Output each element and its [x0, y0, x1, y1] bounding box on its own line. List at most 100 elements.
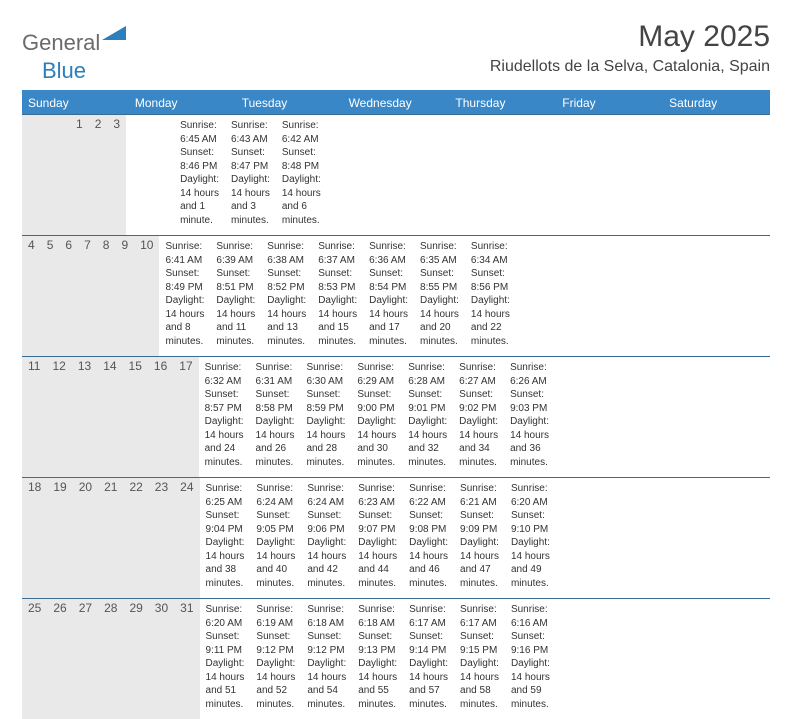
day-number: 28: [98, 599, 123, 719]
daynum-row: 25262728293031: [22, 599, 200, 719]
day-label-sun: Sunday: [22, 92, 129, 114]
day-info: Sunrise: 6:17 AM Sunset: 9:14 PM Dayligh…: [403, 599, 454, 719]
day-info: Sunrise: 6:35 AM Sunset: 8:55 PM Dayligh…: [414, 236, 465, 356]
day-info: Sunrise: 6:28 AM Sunset: 9:01 PM Dayligh…: [402, 357, 453, 477]
day-info: Sunrise: 6:36 AM Sunset: 8:54 PM Dayligh…: [363, 236, 414, 356]
info-row: Sunrise: 6:25 AM Sunset: 9:04 PM Dayligh…: [200, 478, 556, 598]
info-row: Sunrise: 6:32 AM Sunset: 8:57 PM Dayligh…: [199, 357, 555, 477]
day-number: [34, 115, 46, 235]
day-info: Sunrise: 6:32 AM Sunset: 8:57 PM Dayligh…: [199, 357, 250, 477]
month-title: May 2025: [490, 20, 770, 54]
day-number: 8: [97, 236, 116, 356]
day-info: [126, 115, 138, 235]
logo: General: [22, 26, 126, 59]
day-number: [58, 115, 70, 235]
daynum-row: 18192021222324: [22, 478, 200, 598]
day-number: 25: [22, 599, 47, 719]
day-number: [46, 115, 58, 235]
day-info: Sunrise: 6:41 AM Sunset: 8:49 PM Dayligh…: [159, 236, 210, 356]
day-info: Sunrise: 6:20 AM Sunset: 9:11 PM Dayligh…: [200, 599, 251, 719]
week-row: 18192021222324Sunrise: 6:25 AM Sunset: 9…: [22, 477, 770, 598]
logo-text-general: General: [22, 30, 100, 56]
day-label-mon: Monday: [129, 92, 236, 114]
day-number: 19: [47, 478, 72, 598]
info-row: Sunrise: 6:41 AM Sunset: 8:49 PM Dayligh…: [159, 236, 515, 356]
day-label-sat: Saturday: [663, 92, 770, 114]
day-info: Sunrise: 6:34 AM Sunset: 8:56 PM Dayligh…: [465, 236, 516, 356]
info-row: Sunrise: 6:20 AM Sunset: 9:11 PM Dayligh…: [200, 599, 556, 719]
week-row: 45678910Sunrise: 6:41 AM Sunset: 8:49 PM…: [22, 235, 770, 356]
day-info: [162, 115, 174, 235]
day-number: 6: [59, 236, 78, 356]
day-number: 31: [174, 599, 199, 719]
day-number: 18: [22, 478, 47, 598]
day-number: 12: [46, 357, 71, 477]
day-number: 17: [173, 357, 198, 477]
day-info: [150, 115, 162, 235]
day-info: Sunrise: 6:18 AM Sunset: 9:13 PM Dayligh…: [352, 599, 403, 719]
day-number: 3: [107, 115, 126, 235]
day-info: Sunrise: 6:26 AM Sunset: 9:03 PM Dayligh…: [504, 357, 555, 477]
day-info: Sunrise: 6:31 AM Sunset: 8:58 PM Dayligh…: [250, 357, 301, 477]
day-info: Sunrise: 6:45 AM Sunset: 8:46 PM Dayligh…: [174, 115, 225, 235]
day-number: 27: [73, 599, 98, 719]
day-label-tue: Tuesday: [236, 92, 343, 114]
day-info: Sunrise: 6:37 AM Sunset: 8:53 PM Dayligh…: [312, 236, 363, 356]
day-info: Sunrise: 6:21 AM Sunset: 9:09 PM Dayligh…: [454, 478, 505, 598]
day-number: 23: [149, 478, 174, 598]
week-row: 123 Sunrise: 6:45 AM Sunset: 8:46 PM Dayl…: [22, 114, 770, 235]
daynum-row: 123: [22, 115, 126, 235]
title-block: May 2025 Riudellots de la Selva, Catalon…: [490, 20, 770, 76]
day-info: Sunrise: 6:24 AM Sunset: 9:06 PM Dayligh…: [301, 478, 352, 598]
day-info: Sunrise: 6:17 AM Sunset: 9:15 PM Dayligh…: [454, 599, 505, 719]
day-info: Sunrise: 6:29 AM Sunset: 9:00 PM Dayligh…: [351, 357, 402, 477]
day-number: 15: [123, 357, 148, 477]
day-number: 16: [148, 357, 173, 477]
day-info: Sunrise: 6:25 AM Sunset: 9:04 PM Dayligh…: [200, 478, 251, 598]
day-number: 13: [72, 357, 97, 477]
calendar: Sunday Monday Tuesday Wednesday Thursday…: [22, 90, 770, 719]
day-info: Sunrise: 6:22 AM Sunset: 9:08 PM Dayligh…: [403, 478, 454, 598]
logo-triangle-icon: [102, 26, 126, 45]
day-number: 30: [149, 599, 174, 719]
day-number: 9: [115, 236, 134, 356]
day-info: [138, 115, 150, 235]
day-number: 10: [134, 236, 159, 356]
day-number: 1: [70, 115, 89, 235]
day-label-fri: Friday: [556, 92, 663, 114]
daynum-row: 45678910: [22, 236, 159, 356]
day-number: [22, 115, 34, 235]
day-number: 21: [98, 478, 123, 598]
logo-text-blue: Blue: [42, 58, 86, 84]
week-row: 11121314151617Sunrise: 6:32 AM Sunset: 8…: [22, 356, 770, 477]
day-info: Sunrise: 6:39 AM Sunset: 8:51 PM Dayligh…: [210, 236, 261, 356]
info-row: Sunrise: 6:45 AM Sunset: 8:46 PM Dayligh…: [126, 115, 327, 235]
day-number: 24: [174, 478, 199, 598]
location-label: Riudellots de la Selva, Catalonia, Spain: [490, 58, 770, 76]
day-info: Sunrise: 6:16 AM Sunset: 9:16 PM Dayligh…: [505, 599, 556, 719]
day-number: 11: [22, 357, 46, 477]
day-info: Sunrise: 6:20 AM Sunset: 9:10 PM Dayligh…: [505, 478, 556, 598]
day-number: 7: [78, 236, 97, 356]
day-number: 2: [89, 115, 108, 235]
daynum-row: 11121314151617: [22, 357, 199, 477]
day-info: Sunrise: 6:43 AM Sunset: 8:47 PM Dayligh…: [225, 115, 276, 235]
day-info: Sunrise: 6:30 AM Sunset: 8:59 PM Dayligh…: [300, 357, 351, 477]
day-label-wed: Wednesday: [343, 92, 450, 114]
day-info: Sunrise: 6:24 AM Sunset: 9:05 PM Dayligh…: [250, 478, 301, 598]
day-label-thu: Thursday: [449, 92, 556, 114]
day-header-row: Sunday Monday Tuesday Wednesday Thursday…: [22, 92, 770, 114]
day-info: Sunrise: 6:38 AM Sunset: 8:52 PM Dayligh…: [261, 236, 312, 356]
day-number: 20: [73, 478, 98, 598]
day-number: 29: [123, 599, 148, 719]
day-number: 26: [47, 599, 72, 719]
day-number: 4: [22, 236, 41, 356]
day-number: 5: [41, 236, 60, 356]
day-info: Sunrise: 6:27 AM Sunset: 9:02 PM Dayligh…: [453, 357, 504, 477]
day-number: 22: [123, 478, 148, 598]
day-info: Sunrise: 6:18 AM Sunset: 9:12 PM Dayligh…: [301, 599, 352, 719]
day-number: 14: [97, 357, 122, 477]
day-info: Sunrise: 6:23 AM Sunset: 9:07 PM Dayligh…: [352, 478, 403, 598]
day-info: Sunrise: 6:42 AM Sunset: 8:48 PM Dayligh…: [276, 115, 327, 235]
week-row: 25262728293031Sunrise: 6:20 AM Sunset: 9…: [22, 598, 770, 719]
